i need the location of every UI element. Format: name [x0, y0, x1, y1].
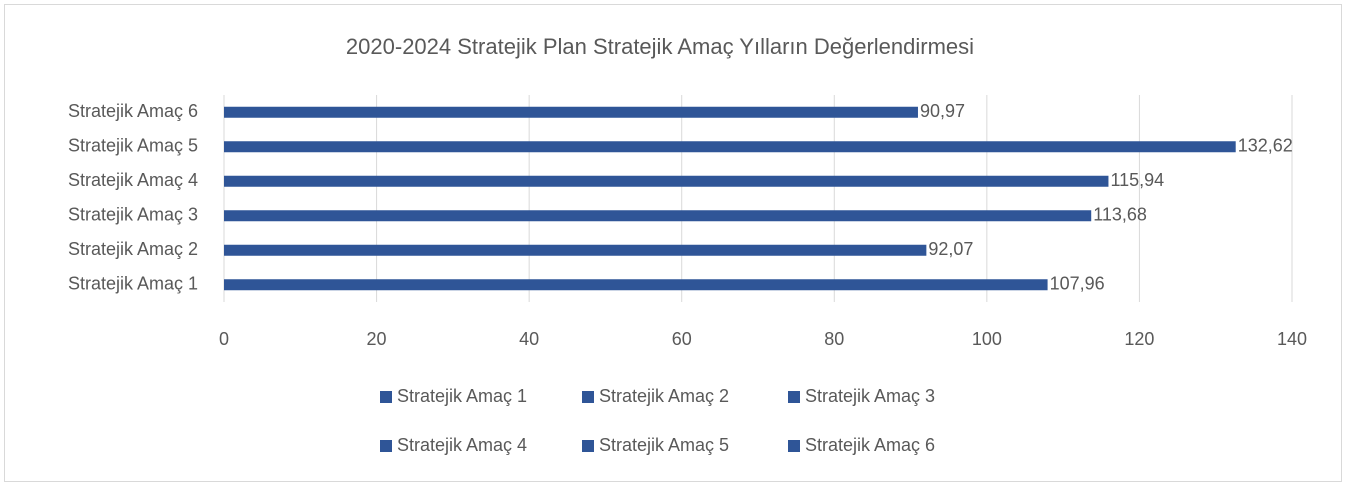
- legend-swatch: [380, 391, 392, 403]
- x-tick-label: 80: [824, 329, 844, 349]
- bar: [224, 106, 918, 118]
- bar: [224, 210, 1092, 222]
- data-label: 90,97: [920, 101, 965, 121]
- y-tick-label: Stratejik Amaç 4: [68, 170, 198, 190]
- x-tick-label: 40: [519, 329, 539, 349]
- legend-swatch: [788, 440, 800, 452]
- y-tick-label: Stratejik Amaç 3: [68, 205, 198, 225]
- bar: [224, 175, 1109, 187]
- y-tick-label: Stratejik Amaç 1: [68, 274, 198, 294]
- y-tick-label: Stratejik Amaç 5: [68, 136, 198, 156]
- y-tick-label: Stratejik Amaç 2: [68, 239, 198, 259]
- x-tick-label: 0: [219, 329, 229, 349]
- legend-label: Stratejik Amaç 2: [599, 386, 729, 406]
- legend-swatch: [582, 440, 594, 452]
- bar: [224, 244, 927, 256]
- chart-title: 2020-2024 Stratejik Plan Stratejik Amaç …: [346, 34, 974, 59]
- legend-label: Stratejik Amaç 1: [397, 386, 527, 406]
- legend-label: Stratejik Amaç 6: [805, 435, 935, 455]
- legend-swatch: [582, 391, 594, 403]
- data-label: 132,62: [1238, 136, 1293, 156]
- x-tick-label: 100: [972, 329, 1002, 349]
- legend-swatch: [788, 391, 800, 403]
- chart-border: [4, 4, 1342, 482]
- data-label: 92,07: [928, 239, 973, 259]
- legend-label: Stratejik Amaç 3: [805, 386, 935, 406]
- data-label: 113,68: [1093, 205, 1147, 225]
- legend-label: Stratejik Amaç 4: [397, 435, 527, 455]
- x-tick-label: 140: [1277, 329, 1307, 349]
- x-tick-label: 20: [367, 329, 387, 349]
- bar: [224, 279, 1048, 291]
- data-label: 115,94: [1110, 170, 1164, 190]
- data-label: 107,96: [1050, 274, 1105, 294]
- x-tick-label: 60: [672, 329, 692, 349]
- legend-label: Stratejik Amaç 5: [599, 435, 729, 455]
- y-tick-label: Stratejik Amaç 6: [68, 101, 198, 121]
- x-tick-label: 120: [1124, 329, 1154, 349]
- legend-swatch: [380, 440, 392, 452]
- bar: [224, 141, 1236, 153]
